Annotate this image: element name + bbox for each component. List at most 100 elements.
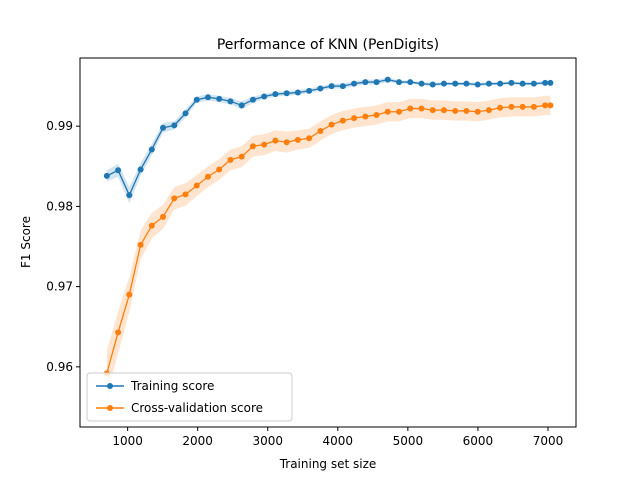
x-tick-label: 2000 [182,434,213,448]
data-point-series-0 [294,89,301,96]
data-point-series-0 [508,79,515,86]
data-point-series-1 [148,222,155,229]
data-point-series-1 [249,143,256,150]
data-point-series-1 [115,329,122,336]
chart-title: Performance of KNN (PenDigits) [217,37,439,53]
data-point-series-0 [452,80,459,87]
data-point-series-0 [339,83,346,90]
data-point-series-0 [137,166,144,173]
data-point-series-1 [440,107,447,114]
data-point-series-1 [339,117,346,124]
data-point-series-1 [474,108,481,115]
data-point-series-1 [497,104,504,111]
x-tick-label: 6000 [463,434,494,448]
data-point-series-1 [407,105,414,112]
data-point-series-0 [362,79,369,86]
data-point-series-0 [115,167,122,174]
data-point-series-1 [362,113,369,120]
data-point-series-1 [204,173,211,180]
data-point-series-0 [384,76,391,83]
data-point-series-1 [193,182,200,189]
data-point-series-0 [249,96,256,103]
data-point-series-0 [485,80,492,87]
data-point-series-0 [328,83,335,90]
data-point-series-1 [294,136,301,143]
data-point-series-0 [519,80,526,87]
data-point-series-0 [463,80,470,87]
data-point-series-0 [193,96,200,103]
x-axis-label: Training set size [279,457,377,471]
data-point-series-1 [429,107,436,114]
legend-marker-cv [107,405,113,411]
y-tick-label: 0.97 [46,280,73,294]
data-point-series-1 [396,108,403,115]
data-point-series-1 [216,166,223,173]
data-point-series-0 [182,110,189,117]
data-point-series-0 [171,122,178,129]
data-point-series-1 [283,139,290,146]
y-tick-label: 0.98 [46,199,73,213]
data-point-series-1 [317,128,324,134]
legend-label-training: Training score [130,379,214,393]
y-tick-label: 0.96 [46,360,73,374]
data-point-series-0 [440,80,447,87]
y-axis-ticks: 0.96 0.97 0.98 0.99 [46,119,80,374]
data-point-series-0 [418,80,425,87]
data-point-series-1 [272,137,279,144]
data-point-series-0 [261,93,268,100]
data-point-series-0 [497,80,504,87]
data-point-series-1 [171,195,178,202]
data-point-series-1 [519,103,526,110]
data-point-series-1 [530,103,537,110]
data-point-series-1 [182,191,189,198]
data-point-series-1 [160,213,167,220]
legend-marker-training [107,383,113,389]
data-point-series-1 [306,135,313,142]
legend: Training score Cross-validation score [86,372,293,422]
data-point-series-0 [396,79,403,86]
data-point-series-0 [160,124,167,131]
x-tick-label: 4000 [323,434,354,448]
data-point-series-1 [351,115,358,122]
data-point-series-1 [137,241,144,248]
data-point-series-1 [227,156,234,163]
data-point-series-1 [485,107,492,114]
data-point-series-0 [272,91,279,98]
data-point-series-0 [351,80,358,87]
data-point-series-1 [463,107,470,114]
data-point-series-0 [306,87,313,94]
x-tick-label: 5000 [393,434,424,448]
y-tick-label: 0.99 [46,119,73,133]
y-axis-label: F1 Score [19,216,33,268]
data-point-series-1 [126,291,133,298]
data-point-series-0 [429,81,436,88]
legend-label-cv: Cross-validation score [131,401,263,415]
plot-frame [79,57,577,428]
data-point-series-1 [328,121,335,128]
data-point-series-0 [227,98,234,105]
data-point-series-0 [204,94,211,101]
data-point-series-1 [261,141,268,148]
data-point-series-1 [542,102,549,109]
data-point-series-0 [407,79,414,86]
x-axis-ticks: 1000 2000 3000 4000 5000 6000 7000 [112,427,563,448]
data-point-series-1 [373,111,380,118]
data-point-series-0 [103,172,110,179]
data-point-series-0 [530,80,537,87]
data-point-series-1 [384,108,391,115]
data-point-series-0 [547,79,554,86]
data-point-series-0 [474,81,481,88]
data-point-series-0 [126,192,133,199]
data-point-series-0 [283,90,290,97]
data-point-series-1 [508,103,515,110]
x-tick-label: 3000 [252,434,283,448]
data-point-series-0 [216,95,223,102]
data-point-series-1 [452,107,459,114]
data-point-series-0 [148,146,155,153]
x-tick-label: 1000 [112,434,143,448]
series-markers [103,76,554,377]
data-point-series-0 [317,85,324,92]
data-point-series-0 [238,102,245,109]
x-tick-label: 7000 [533,434,564,448]
